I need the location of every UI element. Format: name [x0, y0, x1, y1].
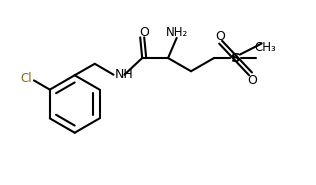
Text: NH₂: NH₂: [166, 26, 188, 39]
Text: CH₃: CH₃: [254, 41, 276, 54]
Text: NH: NH: [115, 68, 134, 81]
Text: Cl: Cl: [20, 73, 32, 85]
Text: S: S: [231, 52, 240, 65]
Text: O: O: [215, 30, 225, 43]
Text: O: O: [139, 26, 149, 39]
Text: O: O: [247, 74, 257, 87]
